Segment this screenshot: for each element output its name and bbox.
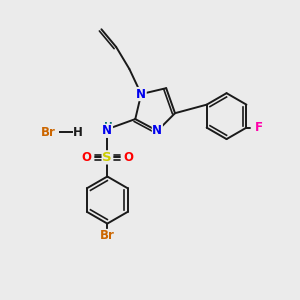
Text: O: O: [82, 151, 92, 164]
Text: S: S: [103, 151, 112, 164]
Text: H: H: [73, 126, 83, 139]
Text: Br: Br: [41, 126, 56, 139]
Text: N: N: [152, 124, 162, 137]
Text: H: H: [104, 122, 112, 132]
Text: Br: Br: [100, 230, 115, 242]
Text: F: F: [255, 121, 263, 134]
Text: O: O: [123, 151, 133, 164]
Text: N: N: [136, 88, 146, 100]
Text: N: N: [102, 124, 112, 137]
